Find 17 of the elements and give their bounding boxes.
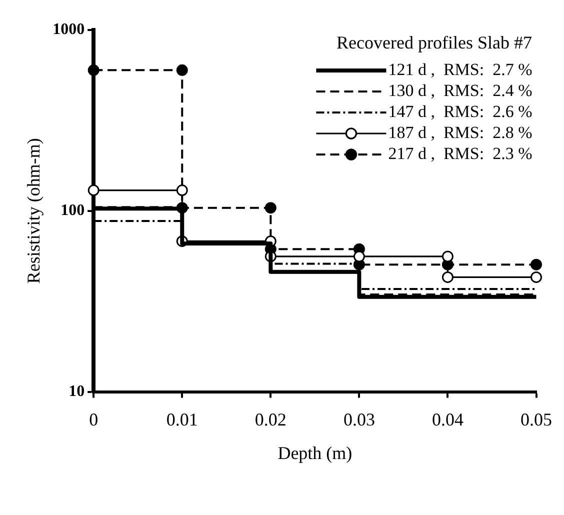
legend-label: 147 d , RMS: 2.6 % xyxy=(388,102,532,121)
x-tick-label: 0.02 xyxy=(254,409,286,430)
legend-label: 217 d , RMS: 2.3 % xyxy=(388,144,532,163)
x-tick-label: 0.05 xyxy=(520,409,552,430)
legend-label: 187 d , RMS: 2.8 % xyxy=(388,122,532,142)
y-tick-label: 100 xyxy=(60,202,85,220)
x-tick-label: 0 xyxy=(89,409,98,430)
legend-label: 121 d , RMS: 2.7 % xyxy=(388,60,532,79)
x-tick-label: 0.04 xyxy=(432,409,464,430)
x-axis-title: Depth (m) xyxy=(278,442,352,463)
y-axis-title: Resistivity (ohm-m) xyxy=(24,138,44,284)
legend-title: Recovered profiles Slab #7 xyxy=(336,32,532,53)
legend-label: 130 d , RMS: 2.4 % xyxy=(388,80,532,100)
x-tick-label: 0.03 xyxy=(343,409,375,430)
y-tick-label: 1000 xyxy=(52,21,85,38)
y-tick-label: 10 xyxy=(68,382,85,400)
x-tick-label: 0.01 xyxy=(166,409,198,430)
